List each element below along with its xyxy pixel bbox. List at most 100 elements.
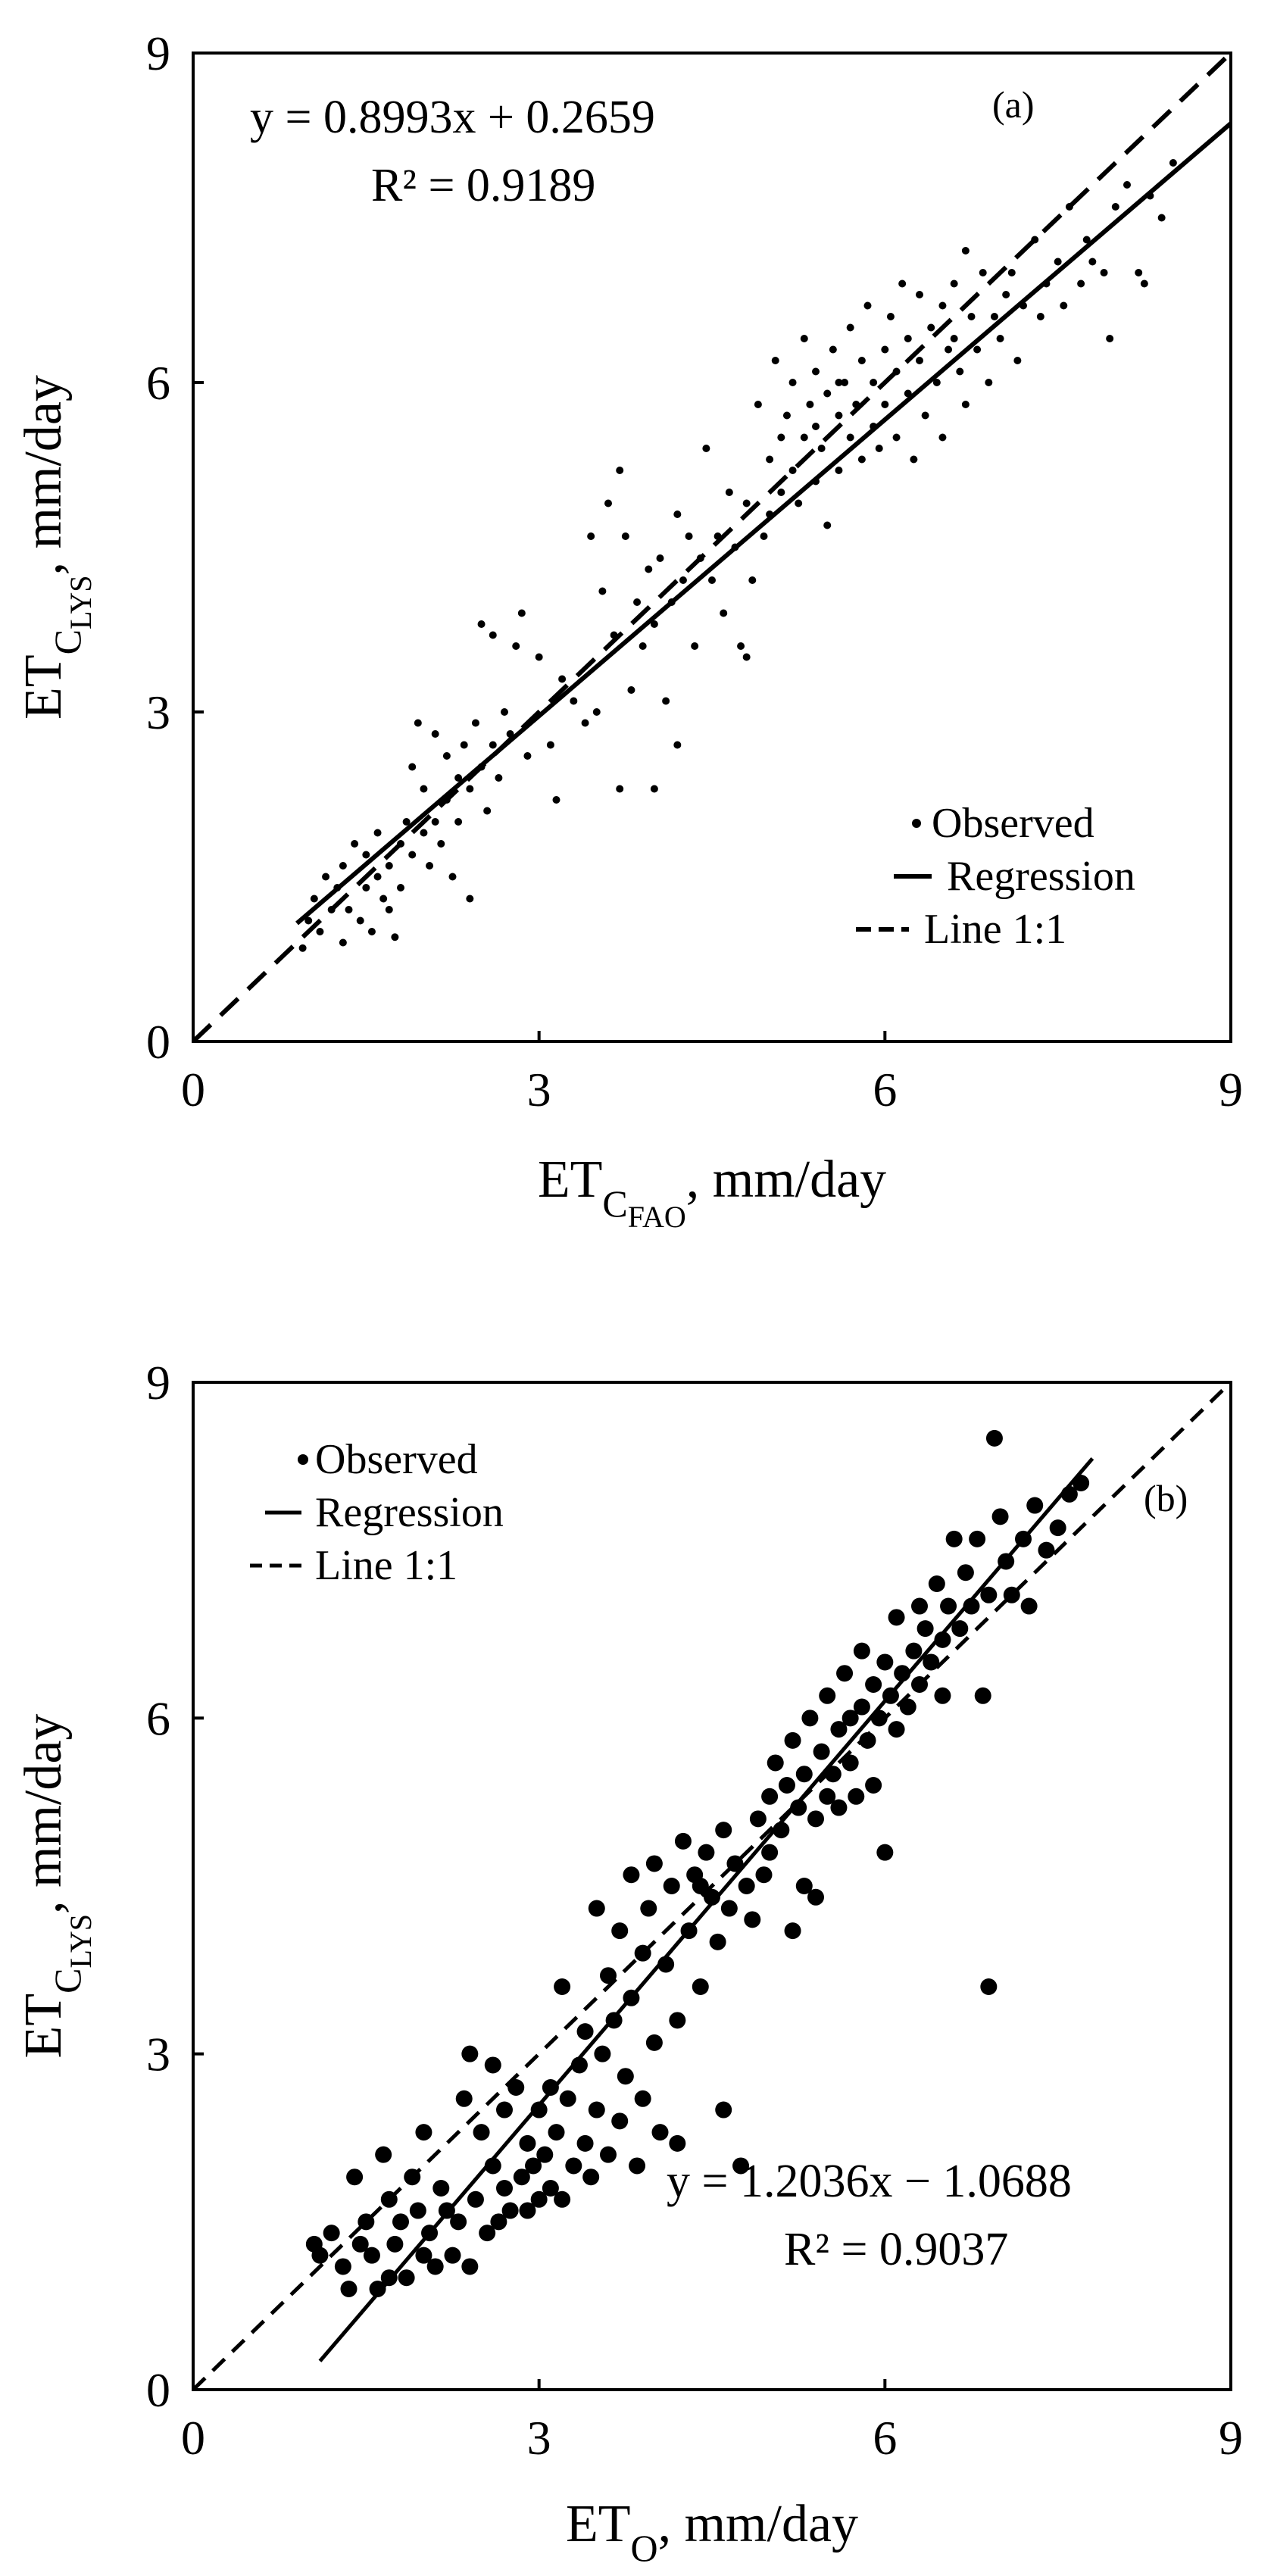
data-point — [645, 2034, 663, 2051]
data-point — [519, 2202, 536, 2219]
chart-a-tick-labels: 0 3 6 9 0 3 6 9 — [146, 27, 1243, 1116]
y-tick-label: 9 — [146, 1356, 170, 1410]
data-point — [362, 884, 370, 891]
data-point — [466, 895, 474, 903]
data-point — [934, 1687, 951, 1704]
data-point — [512, 642, 520, 650]
data-point — [720, 1900, 738, 1917]
chart-a-plot-frame — [192, 52, 1232, 1043]
chart-b-tick-marks — [192, 1381, 1232, 2391]
data-point — [1060, 301, 1068, 310]
legend-regression-label: Regression — [947, 853, 1135, 900]
data-point — [836, 1665, 854, 1682]
data-point — [513, 2169, 530, 2186]
data-point — [813, 1743, 830, 1760]
data-point — [1049, 1519, 1066, 1537]
x-title-suffix: , mm/day — [658, 2495, 858, 2553]
data-point — [853, 1698, 870, 1716]
y-tick-label: 6 — [146, 356, 170, 410]
chart-b: 0 3 6 9 0 3 6 9 y = 1.2036x − 1.0688 R² = 0.903… — [14, 1356, 1243, 2569]
data-point — [755, 1866, 773, 1884]
data-point — [517, 609, 526, 617]
data-point — [1002, 291, 1010, 298]
data-point — [588, 1900, 605, 1917]
data-point — [691, 642, 699, 650]
data-point — [558, 675, 567, 683]
data-point — [1054, 258, 1062, 266]
data-point — [530, 2101, 548, 2119]
data-point — [588, 2101, 605, 2119]
data-point — [1100, 269, 1108, 276]
chart-b-regression-line — [318, 1457, 1094, 2362]
data-point — [542, 2180, 559, 2197]
data-point — [771, 357, 779, 364]
data-point — [835, 411, 843, 420]
data-point — [351, 2235, 369, 2253]
x-tick-label: 0 — [181, 2411, 205, 2465]
data-point — [863, 301, 872, 310]
legend-observed-label: Observed — [315, 1436, 478, 1483]
data-point — [737, 642, 745, 650]
data-point — [732, 2157, 750, 2175]
data-point — [945, 1530, 963, 1547]
data-point — [795, 499, 803, 507]
data-point — [398, 2269, 415, 2287]
data-point — [788, 467, 797, 474]
data-point — [766, 455, 774, 464]
data-point — [950, 279, 958, 288]
data-point — [1135, 269, 1143, 276]
y-title-suffix: , mm/day — [14, 375, 73, 575]
data-point — [501, 708, 508, 716]
data-point — [669, 2012, 686, 2029]
data-point — [356, 916, 364, 925]
chart-b-equation: y = 1.2036x − 1.0688 — [667, 2156, 1072, 2207]
data-point — [709, 1933, 726, 1950]
data-point — [916, 357, 923, 364]
data-point — [905, 1642, 923, 1660]
data-point — [523, 752, 532, 760]
data-point — [830, 1799, 848, 1816]
data-point — [876, 1653, 894, 1671]
data-point — [777, 433, 785, 442]
x-title-main: ET — [538, 1151, 603, 1209]
data-point — [408, 851, 417, 859]
data-point — [415, 2124, 432, 2141]
data-point — [373, 873, 382, 881]
data-point — [702, 445, 710, 452]
data-point — [782, 411, 791, 420]
data-point — [938, 301, 947, 310]
data-point — [490, 2213, 507, 2231]
data-point — [720, 609, 728, 617]
data-point — [442, 752, 451, 760]
data-point — [611, 1922, 629, 1940]
data-point — [817, 445, 826, 452]
data-point — [461, 2258, 479, 2275]
data-point — [708, 576, 716, 584]
data-point — [934, 1631, 951, 1648]
data-point — [950, 335, 958, 342]
legend-observed-marker — [912, 819, 921, 828]
data-point — [415, 2247, 432, 2264]
data-point — [980, 1978, 998, 1995]
data-point — [346, 2169, 364, 2186]
data-point — [1140, 279, 1148, 288]
data-point — [623, 1866, 640, 1884]
data-point — [974, 1687, 991, 1704]
chart-a-panel-label: (a) — [992, 83, 1035, 126]
data-point — [973, 345, 982, 354]
chart-b-legend: Observed Regression Line 1:1 — [250, 1436, 504, 1589]
data-point — [548, 2124, 565, 2141]
data-point — [477, 620, 486, 628]
data-point — [875, 445, 883, 452]
data-point — [408, 763, 417, 771]
data-point — [991, 1508, 1009, 1525]
data-point — [1077, 279, 1085, 288]
data-point — [437, 840, 445, 848]
data-point — [801, 1710, 819, 1727]
data-point — [951, 1620, 969, 1638]
data-point — [1169, 159, 1177, 167]
data-point — [385, 862, 393, 870]
data-point — [650, 620, 658, 628]
data-point — [1088, 258, 1097, 266]
data-point — [645, 1855, 663, 1872]
